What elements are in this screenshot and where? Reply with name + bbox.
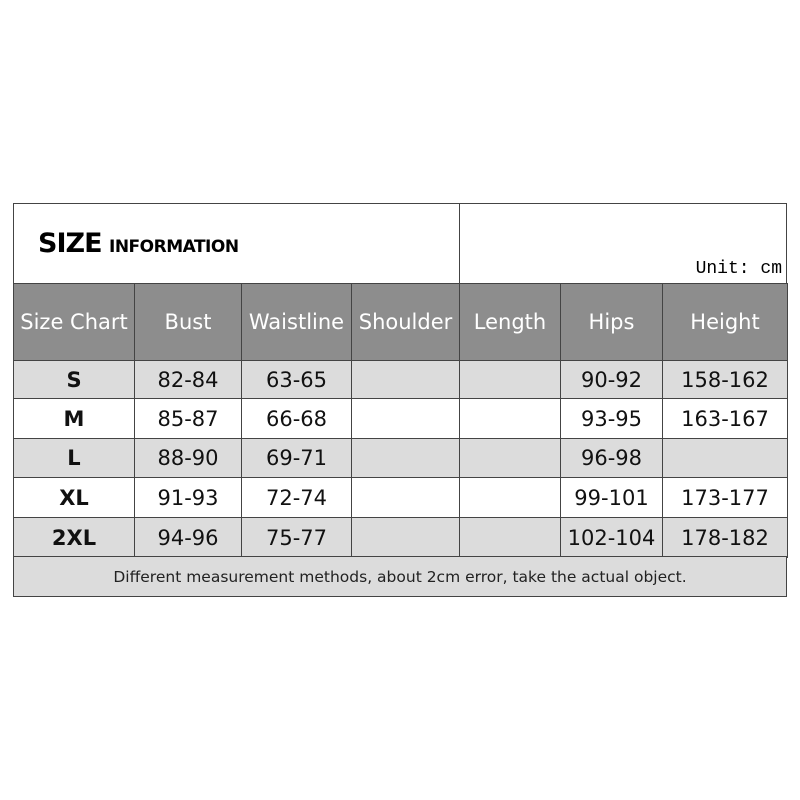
size-label: 2XL [13, 517, 135, 558]
title-cell: SIZE INFORMATION [13, 203, 460, 284]
column-header: Waistline [241, 283, 352, 361]
table-cell [351, 398, 460, 439]
table-cell: 88-90 [134, 438, 242, 478]
unit-cell: Unit: cm [459, 203, 787, 284]
column-header: Hips [560, 283, 663, 361]
table-cell: 102-104 [560, 517, 663, 558]
table-cell: 90-92 [560, 360, 663, 399]
table-cell [459, 477, 561, 518]
column-header: Length [459, 283, 561, 361]
size-label: XL [13, 477, 135, 518]
column-header: Bust [134, 283, 242, 361]
table-cell [459, 398, 561, 439]
column-header: Size Chart [13, 283, 135, 361]
column-header: Shoulder [351, 283, 460, 361]
table-cell: 72-74 [241, 477, 352, 518]
table-cell [351, 438, 460, 478]
table-cell [459, 360, 561, 399]
table-cell: 63-65 [241, 360, 352, 399]
footer-note: Different measurement methods, about 2cm… [13, 556, 787, 597]
table-cell [459, 438, 561, 478]
table-cell: 91-93 [134, 477, 242, 518]
title-main: SIZE [38, 228, 103, 259]
table-cell: 163-167 [662, 398, 788, 439]
table-cell: 69-71 [241, 438, 352, 478]
table-cell: 75-77 [241, 517, 352, 558]
size-label: L [13, 438, 135, 478]
table-cell [662, 438, 788, 478]
title-sub: INFORMATION [109, 237, 239, 257]
table-cell: 94-96 [134, 517, 242, 558]
table-cell: 66-68 [241, 398, 352, 439]
table-cell [459, 517, 561, 558]
table-cell: 178-182 [662, 517, 788, 558]
table-cell: 85-87 [134, 398, 242, 439]
table-cell: 158-162 [662, 360, 788, 399]
unit: Unit: cm [695, 259, 782, 279]
table-cell: 93-95 [560, 398, 663, 439]
table-cell [351, 477, 460, 518]
size-label: M [13, 398, 135, 439]
table-cell: 99-101 [560, 477, 663, 518]
table-cell: 82-84 [134, 360, 242, 399]
table-cell [351, 517, 460, 558]
size-label: S [13, 360, 135, 399]
table-cell [351, 360, 460, 399]
column-header: Height [662, 283, 788, 361]
table-cell: 173-177 [662, 477, 788, 518]
table-cell: 96-98 [560, 438, 663, 478]
